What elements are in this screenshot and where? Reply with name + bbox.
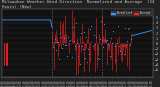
Point: [85, 37, 88, 38]
Point: [101, 39, 103, 41]
Point: [105, 41, 107, 42]
Point: [51, 46, 54, 48]
Point: [102, 47, 104, 48]
Point: [108, 45, 111, 46]
Point: [124, 28, 126, 29]
Point: [60, 36, 62, 37]
Point: [94, 36, 97, 38]
Point: [80, 32, 82, 33]
Point: [118, 50, 121, 52]
Point: [100, 21, 102, 22]
Text: Milwaukee Weather Wind Direction  Normalized and Average  (24 Hours) (New): Milwaukee Weather Wind Direction Normali…: [2, 0, 155, 9]
Point: [125, 44, 127, 46]
Point: [81, 46, 83, 47]
Point: [88, 53, 91, 54]
Point: [116, 26, 119, 27]
Point: [67, 37, 70, 38]
Point: [55, 49, 57, 51]
Point: [74, 23, 77, 24]
Point: [53, 38, 56, 39]
Point: [83, 32, 85, 33]
Point: [58, 58, 60, 60]
Point: [115, 43, 118, 44]
Point: [78, 46, 80, 47]
Point: [68, 41, 71, 42]
Point: [95, 49, 98, 50]
Point: [113, 45, 116, 47]
Point: [64, 44, 67, 46]
Point: [87, 48, 90, 49]
Point: [59, 32, 61, 33]
Point: [56, 42, 58, 43]
Point: [76, 42, 78, 44]
Point: [130, 39, 132, 40]
Point: [52, 41, 55, 43]
Point: [123, 53, 125, 54]
Point: [65, 44, 68, 45]
Point: [82, 49, 84, 50]
Point: [99, 38, 101, 39]
Point: [128, 28, 130, 29]
Point: [61, 48, 63, 49]
Point: [97, 59, 100, 60]
Point: [71, 26, 74, 28]
Point: [109, 55, 112, 57]
Point: [76, 55, 79, 57]
Point: [104, 39, 106, 41]
Point: [110, 37, 113, 38]
Point: [86, 61, 88, 63]
Point: [96, 58, 99, 59]
Point: [106, 39, 108, 41]
Point: [69, 39, 72, 41]
Point: [126, 41, 128, 42]
Point: [66, 55, 69, 57]
Point: [62, 43, 64, 45]
Point: [112, 30, 115, 32]
Point: [89, 28, 92, 29]
Point: [117, 45, 120, 47]
Point: [120, 53, 122, 54]
Point: [111, 43, 114, 44]
Point: [121, 52, 123, 53]
Point: [92, 34, 95, 35]
Point: [73, 45, 76, 47]
Point: [90, 25, 93, 26]
Point: [57, 42, 59, 43]
Point: [84, 57, 86, 59]
Point: [127, 28, 129, 30]
Point: [63, 37, 65, 38]
Point: [93, 43, 96, 45]
Point: [50, 26, 53, 27]
Point: [70, 56, 73, 58]
Point: [122, 45, 124, 46]
Point: [114, 60, 117, 61]
Point: [107, 43, 109, 44]
Point: [91, 45, 94, 46]
Point: [129, 44, 132, 45]
Point: [103, 24, 105, 25]
Point: [72, 40, 75, 42]
Point: [79, 63, 81, 65]
Legend: Normalized, Average: Normalized, Average: [111, 11, 152, 16]
